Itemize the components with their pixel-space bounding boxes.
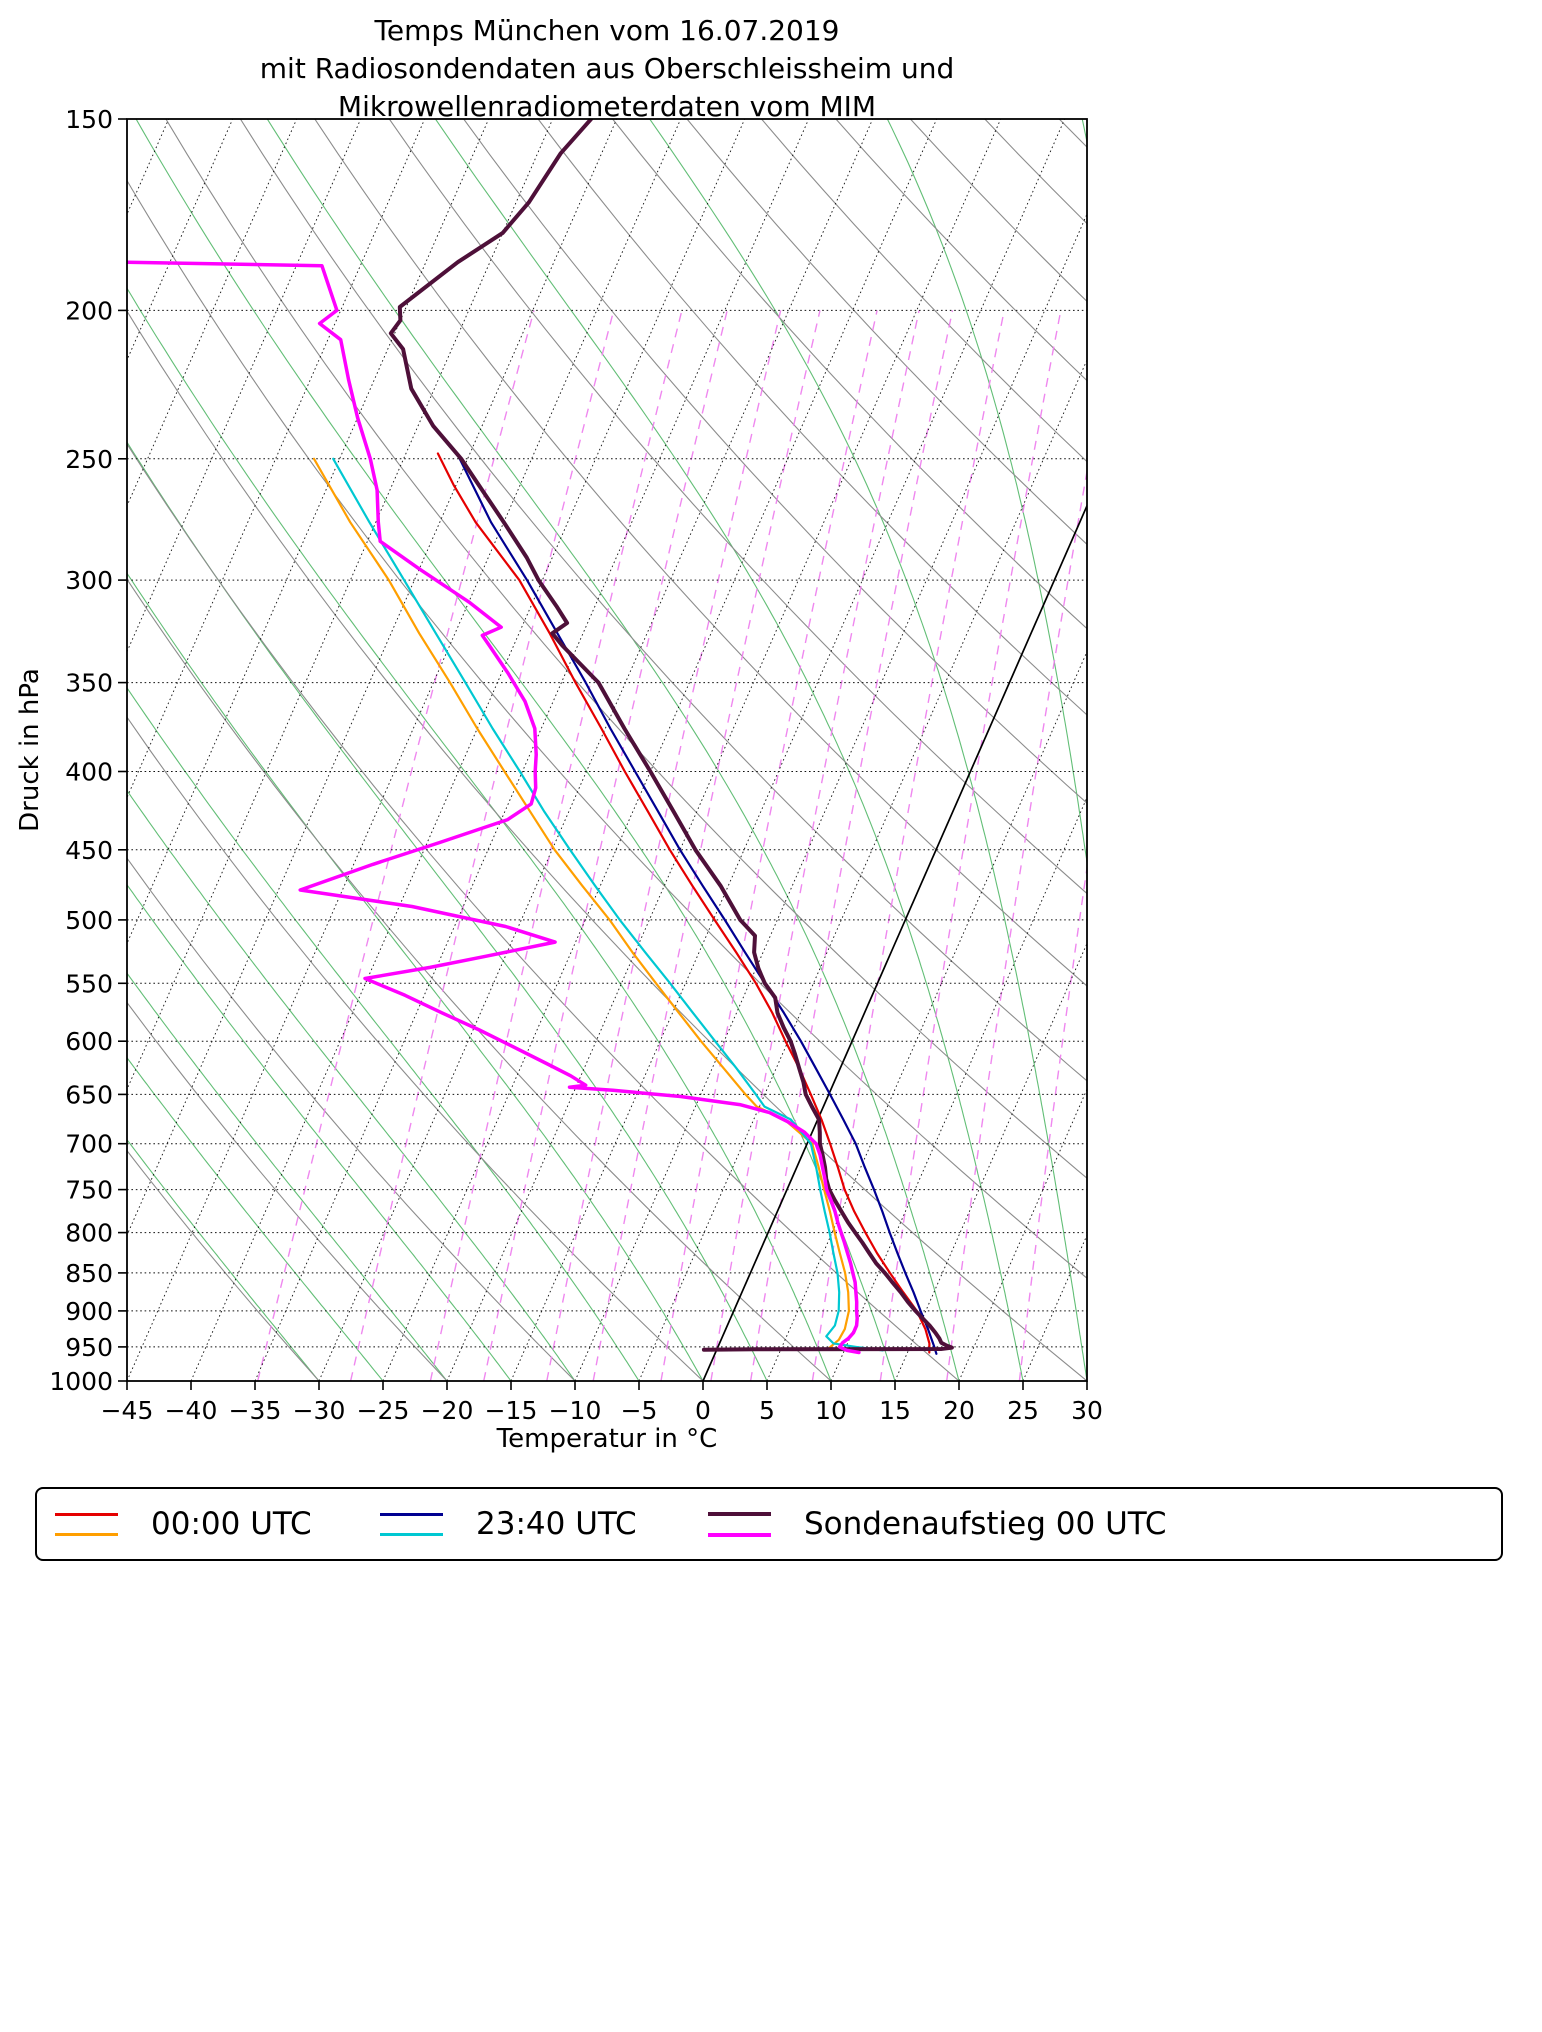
- legend-label-0000-utc: 00:00 UTC: [151, 1506, 312, 1542]
- axis-ticks: −45 −40 −35 −30 −25 −20 −15 −10 −5 0 5 10 15 20 25 30 15…: [49, 105, 1103, 1425]
- x-tick-label: −10: [549, 1396, 602, 1425]
- pressure-gridlines: [127, 119, 1087, 1381]
- chart-title-line-1: Temps München vom 16.07.2019: [374, 14, 840, 47]
- y-tick-label: 900: [65, 1297, 113, 1326]
- y-tick-label: 950: [65, 1333, 113, 1362]
- chart-title-line-2: mit Radiosondendaten aus Oberschleisshei…: [259, 52, 955, 85]
- y-tick-label: 750: [65, 1176, 113, 1205]
- series-t_2340utc: [456, 452, 938, 1355]
- x-tick-label: −45: [101, 1396, 154, 1425]
- legend-line-dewpoint-sondenaufstieg: [708, 1532, 771, 1537]
- x-tick-label: 0: [695, 1396, 711, 1425]
- x-tick-label: −35: [229, 1396, 282, 1425]
- y-tick-label: 250: [65, 445, 113, 474]
- x-tick-label: −5: [621, 1396, 658, 1425]
- legend-line-dewpoint-2340-utc: [380, 1532, 443, 1536]
- legend-samples-sondenaufstieg: [708, 1511, 771, 1537]
- legend-line-temp-2340-utc: [380, 1512, 443, 1516]
- isotherms: [127, 119, 1087, 1381]
- x-tick-label: 20: [943, 1396, 975, 1425]
- x-tick-label: −25: [357, 1396, 410, 1425]
- mixing-ratio-lines: [257, 310, 1087, 1381]
- x-tick-label: −30: [293, 1396, 346, 1425]
- x-tick-label: −40: [165, 1396, 218, 1425]
- y-tick-label: 450: [65, 836, 113, 865]
- x-tick-label: 30: [1071, 1396, 1103, 1425]
- y-tick-label: 300: [65, 566, 113, 595]
- legend-label-2340-utc: 23:40 UTC: [476, 1506, 637, 1542]
- legend-line-temp-0000-utc: [55, 1512, 118, 1516]
- x-tick-label: −20: [421, 1396, 474, 1425]
- series-t_sonde: [388, 119, 954, 1352]
- sounding-series: [127, 119, 954, 1355]
- x-tick-label: 25: [1007, 1396, 1039, 1425]
- legend: 00:00 UTC 23:40 UTC Sondenaufstieg 00 UT…: [35, 1487, 1503, 1561]
- x-axis-label: Temperatur in °C: [496, 1424, 718, 1454]
- y-tick-label: 850: [65, 1259, 113, 1288]
- dry-adiabats: [127, 119, 1087, 1381]
- y-tick-label: 150: [65, 105, 113, 134]
- y-tick-label: 700: [65, 1130, 113, 1159]
- legend-samples-2340-utc: [380, 1512, 443, 1536]
- x-tick-label: 10: [815, 1396, 847, 1425]
- y-tick-label: 650: [65, 1080, 113, 1109]
- series-td_sonde: [127, 260, 861, 1355]
- y-tick-label: 350: [65, 669, 113, 698]
- legend-entry-2340-utc: 23:40 UTC: [380, 1489, 637, 1559]
- y-tick-label: 600: [65, 1027, 113, 1056]
- y-tick-label: 550: [65, 969, 113, 998]
- y-tick-label: 400: [65, 758, 113, 787]
- x-tick-label: 5: [759, 1396, 775, 1425]
- legend-line-temp-sondenaufstieg: [708, 1511, 771, 1516]
- plot-frame: [126, 118, 1088, 1382]
- chart-title: Temps München vom 16.07.2019 mit Radioso…: [0, 12, 1214, 126]
- series-td_2340utc: [332, 457, 884, 1352]
- chart-title-line-3: Mikrowellenradiometerdaten vom MIM: [337, 90, 877, 123]
- legend-label-sondenaufstieg: Sondenaufstieg 00 UTC: [804, 1506, 1167, 1542]
- legend-entry-sondenaufstieg: Sondenaufstieg 00 UTC: [708, 1489, 1167, 1559]
- series-t_00utc: [436, 452, 931, 1354]
- moist-adiabats: [127, 119, 1087, 1381]
- series-td_00utc: [312, 457, 850, 1350]
- x-tick-label: 15: [879, 1396, 911, 1425]
- legend-samples-0000-utc: [55, 1512, 118, 1536]
- zero-isotherm: [702, 503, 1087, 1381]
- x-tick-label: −15: [485, 1396, 538, 1425]
- y-tick-label: 800: [65, 1219, 113, 1248]
- y-tick-label: 1000: [49, 1367, 113, 1396]
- legend-line-dewpoint-0000-utc: [55, 1532, 118, 1536]
- y-tick-label: 500: [65, 906, 113, 935]
- legend-entry-0000-utc: 00:00 UTC: [55, 1489, 312, 1559]
- y-tick-label: 200: [65, 296, 113, 325]
